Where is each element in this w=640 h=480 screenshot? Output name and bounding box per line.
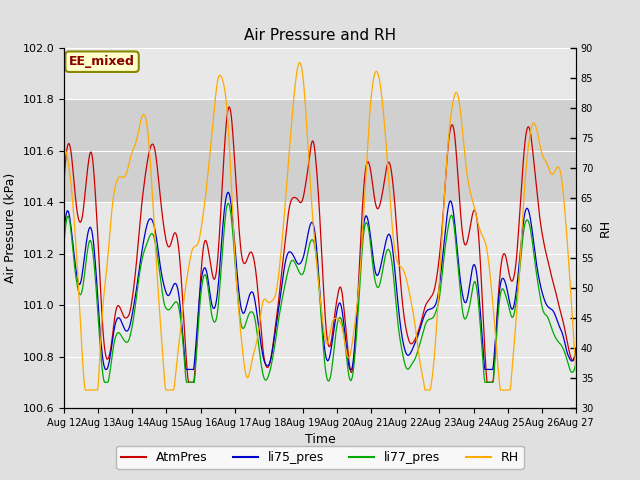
Bar xyxy=(64,99,576,202)
Legend: AtmPres, li75_pres, li77_pres, RH: AtmPres, li75_pres, li77_pres, RH xyxy=(116,446,524,469)
Title: Air Pressure and RH: Air Pressure and RH xyxy=(244,28,396,43)
Text: EE_mixed: EE_mixed xyxy=(69,55,135,68)
X-axis label: Time: Time xyxy=(305,433,335,446)
Y-axis label: RH: RH xyxy=(599,219,612,237)
Y-axis label: Air Pressure (kPa): Air Pressure (kPa) xyxy=(4,173,17,283)
